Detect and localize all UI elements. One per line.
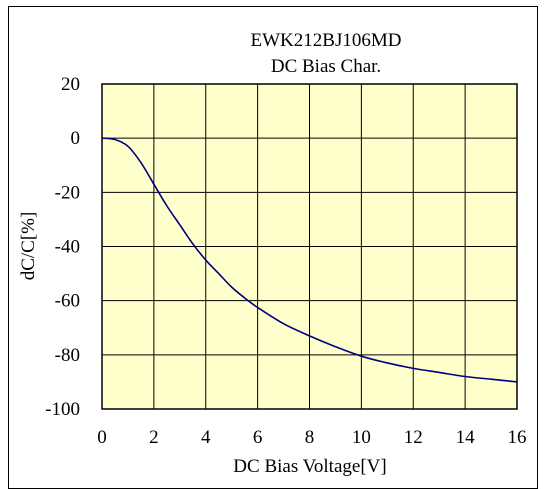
y-axis-label: dC/C[%] [18,212,39,281]
y-tick-label: -80 [55,345,80,366]
x-tick-label: 4 [201,427,211,448]
series-line [101,137,518,383]
chart-title-line2: DC Bias Char. [271,56,381,77]
y-tick-label: -20 [55,182,80,203]
y-tick-label: -100 [45,399,80,420]
x-tick-label: 2 [149,427,159,448]
x-tick-label: 6 [253,427,263,448]
x-tick-label: 10 [352,427,371,448]
y-tick-label: -40 [55,237,80,258]
y-tick-label: -60 [55,291,80,312]
y-tick-label: 0 [71,128,81,149]
x-tick-label: 12 [404,427,423,448]
x-axis-label: DC Bias Voltage[V] [233,456,386,477]
grid-lines [102,84,517,409]
y-tick-label: 20 [61,74,80,95]
x-tick-label: 8 [305,427,315,448]
plot-border [101,83,518,410]
x-tick-label: 16 [508,427,527,448]
x-tick-label: 0 [97,427,107,448]
chart-title-line1: EWK212BJ106MD [251,30,402,51]
tick-labels: 0 2 4 6 8 10 12 14 16 20 0 -20 -40 -60 -80 -100 [45,74,526,448]
x-tick-label: 14 [456,427,476,448]
series-layer [101,137,518,383]
